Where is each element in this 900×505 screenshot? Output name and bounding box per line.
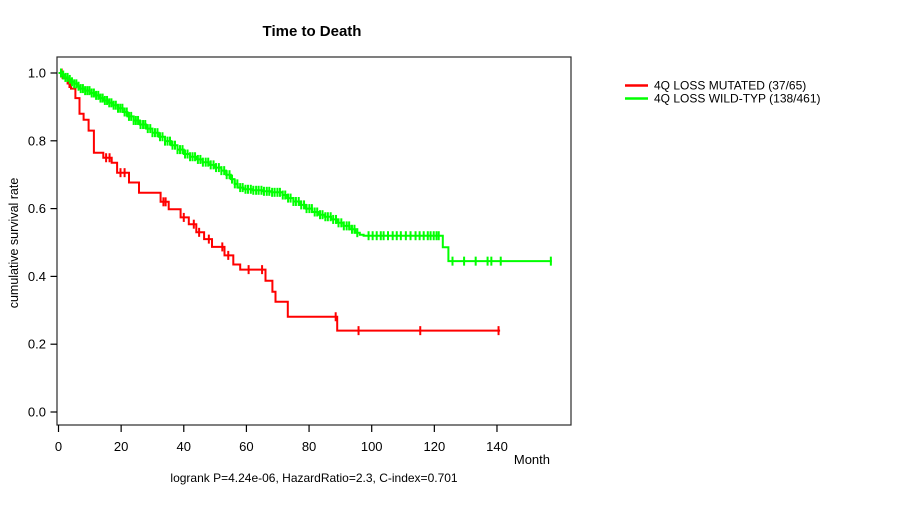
x-tick-label: 0 (55, 439, 62, 454)
curve-wildtype (58, 68, 552, 266)
legend-label-mutated: 4Q LOSS MUTATED (37/65) (654, 79, 806, 93)
legend-label-wildtype: 4Q LOSS WILD-TYP (138/461) (654, 92, 821, 106)
stats-annotation: logrank P=4.24e-06, HazardRatio=2.3, C-i… (170, 471, 458, 485)
survival-curves (58, 68, 552, 336)
survival-step-line (58, 72, 552, 263)
x-axis-label: Month (514, 452, 550, 467)
y-tick-label: 0.2 (28, 337, 46, 352)
x-tick-label: 40 (177, 439, 191, 454)
curve-mutated (58, 68, 501, 336)
plot-box (56, 56, 572, 426)
x-tick-label: 140 (486, 439, 508, 454)
y-tick-label: 0.8 (28, 133, 46, 148)
x-tick-label: 20 (114, 439, 128, 454)
plot-title: Time to Death (263, 23, 362, 40)
y-tick-label: 0.0 (28, 405, 46, 420)
x-tick-label: 80 (302, 439, 316, 454)
x-tick-label: 60 (239, 439, 253, 454)
x-tick-label: 100 (361, 439, 383, 454)
x-tick-label: 120 (423, 439, 445, 454)
legend: 4Q LOSS MUTATED (37/65) 4Q LOSS WILD-TYP… (625, 79, 821, 106)
y-axis-label: cumulative survival rate (7, 178, 21, 309)
y-tick-label: 0.4 (28, 269, 46, 284)
x-axis: 0 20 40 60 80 100 120 140 (55, 425, 508, 454)
y-tick-label: 1.0 (28, 66, 46, 81)
y-tick-label: 0.6 (28, 201, 46, 216)
y-axis: 0.0 0.2 0.4 0.6 0.8 1.0 (28, 66, 57, 420)
